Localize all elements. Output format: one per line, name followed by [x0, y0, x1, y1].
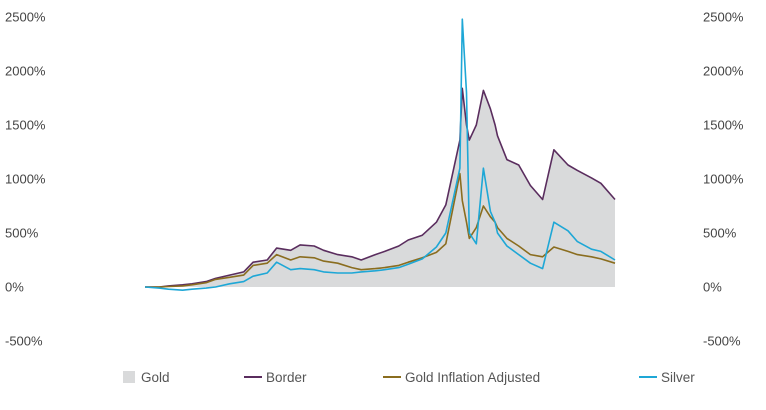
- legend: Gold Border Gold Inflation Adjusted Silver: [123, 370, 695, 385]
- left-y-tick-label: 500%: [5, 226, 39, 241]
- right-y-tick-label: 1000%: [703, 172, 744, 187]
- plot-area: [144, 18, 616, 292]
- legend-swatch: [123, 371, 135, 383]
- left-y-tick-label: 1000%: [5, 172, 46, 187]
- gold-inflation-adjusted-line: [145, 172, 616, 288]
- legend-item-gold[interactable]: Gold: [123, 370, 170, 385]
- left-y-tick-label: -500%: [5, 334, 43, 349]
- right-y-tick-label: 2000%: [703, 64, 744, 79]
- left-y-tick-label: 0%: [5, 280, 24, 295]
- legend-label: Silver: [661, 370, 695, 385]
- right-y-tick-label: 0%: [703, 280, 722, 295]
- right-y-tick-label: 2500%: [703, 10, 744, 25]
- left-y-tick-label: 2500%: [5, 10, 46, 25]
- legend-item-silver[interactable]: Silver: [639, 370, 695, 385]
- left-y-tick-label: 2000%: [5, 64, 46, 79]
- right-y-tick-label: -500%: [703, 334, 741, 349]
- silver-line: [144, 18, 616, 292]
- legend-item-border[interactable]: Border: [244, 370, 307, 385]
- right-y-axis: 2500% 2000% 1500% 1000% 500% 0% -500%: [703, 10, 744, 349]
- right-y-tick-label: 1500%: [703, 118, 744, 133]
- legend-item-gold-inflation-adjusted[interactable]: Gold Inflation Adjusted: [383, 370, 540, 385]
- left-y-tick-label: 1500%: [5, 118, 46, 133]
- legend-label: Gold: [141, 370, 170, 385]
- border-line: [145, 87, 616, 288]
- legend-label: Border: [266, 370, 307, 385]
- right-y-tick-label: 500%: [703, 226, 737, 241]
- legend-label: Gold Inflation Adjusted: [405, 370, 540, 385]
- left-y-axis: 2500% 2000% 1500% 1000% 500% 0% -500%: [5, 10, 46, 349]
